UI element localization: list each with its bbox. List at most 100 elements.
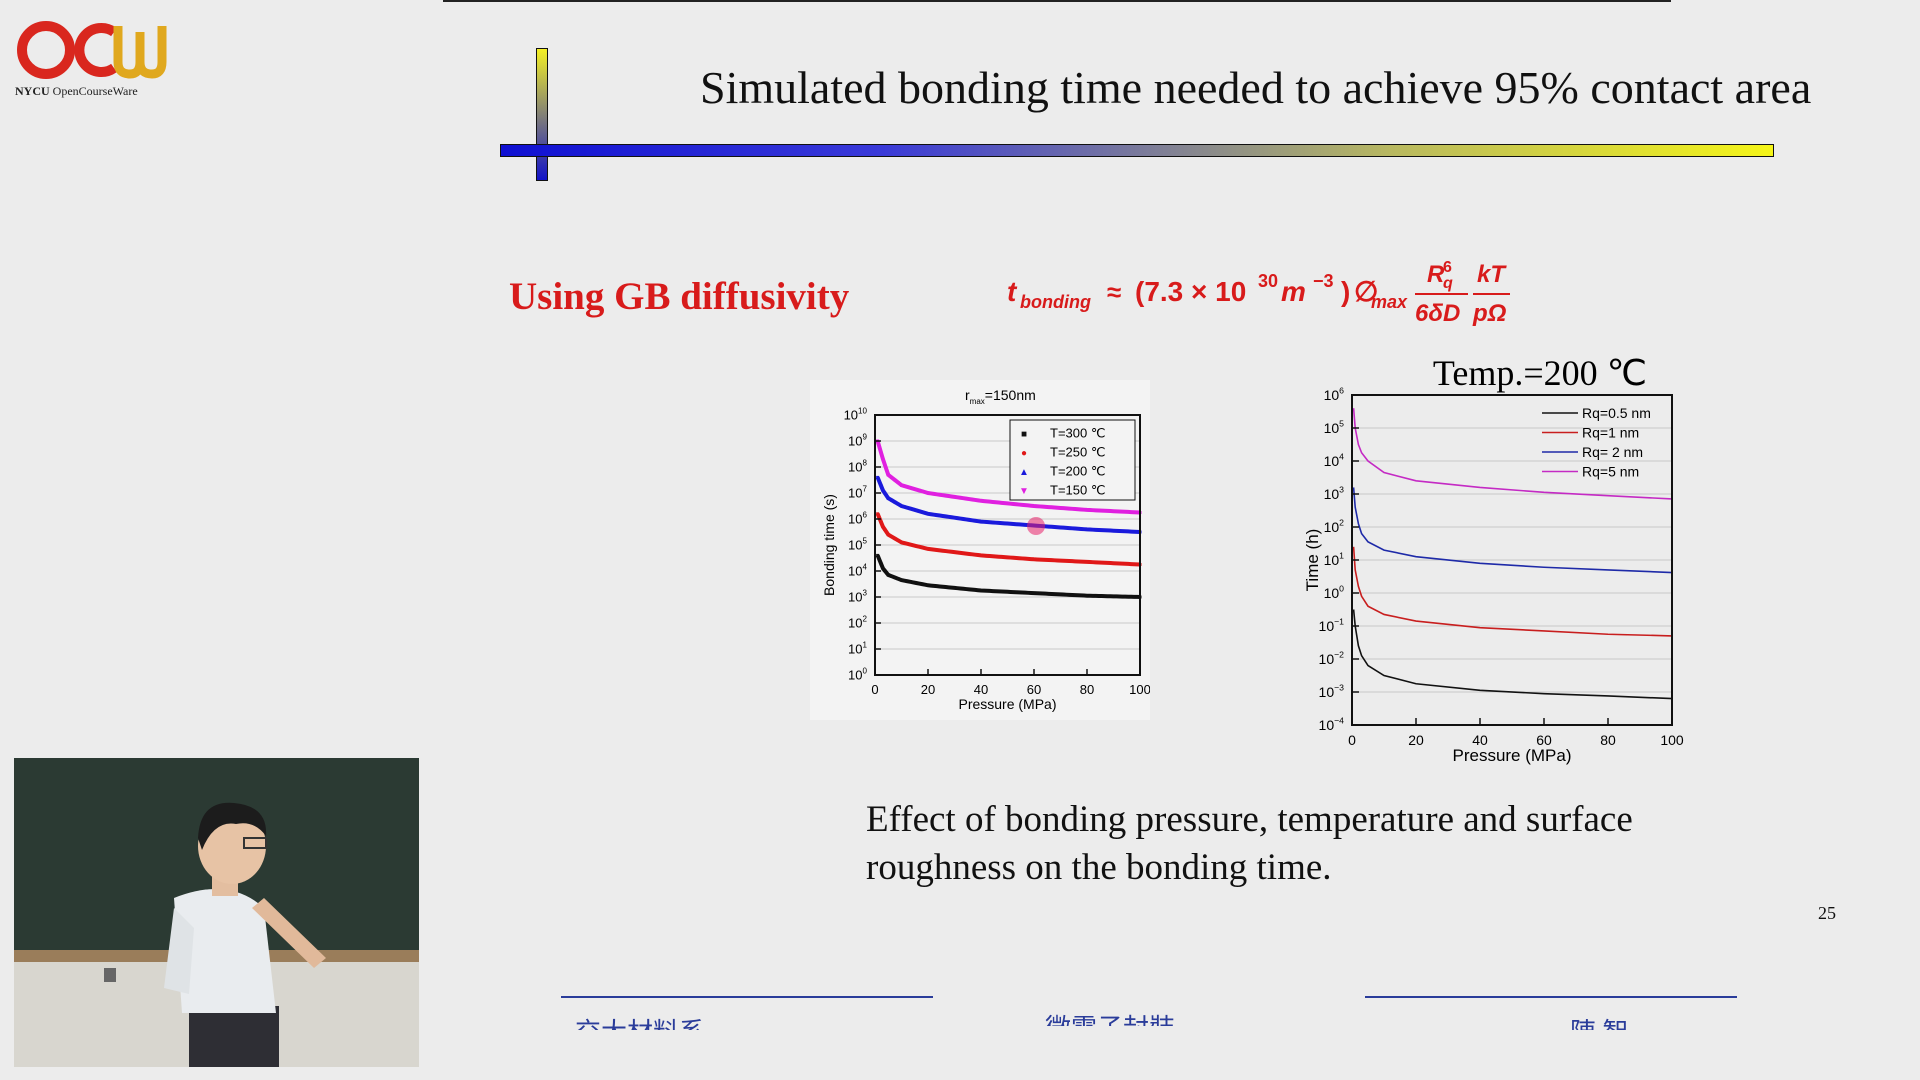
data-point [950, 586, 954, 590]
data-point [953, 495, 956, 499]
data-point [1006, 555, 1009, 559]
formula-phi-sub: max [1371, 292, 1408, 312]
data-point [985, 554, 989, 558]
data-point [1097, 560, 1101, 564]
data-point [1059, 506, 1062, 510]
chart1-series [875, 439, 1142, 599]
data-point [1129, 510, 1133, 514]
series-2 [1352, 487, 1673, 574]
data-point [976, 519, 980, 523]
caption-line-1: Effect of bonding pressure, temperature … [866, 799, 1633, 840]
data-point [923, 583, 927, 587]
data-point [941, 585, 945, 589]
data-point [1079, 560, 1083, 564]
data-point [938, 493, 942, 497]
data-point [961, 587, 965, 591]
data-point [1088, 560, 1092, 564]
formula-phi: ∅ [1354, 276, 1378, 307]
data-point [961, 517, 965, 521]
data-point [1073, 559, 1077, 563]
data-point [914, 544, 918, 548]
data-point [955, 551, 959, 555]
data-point [1047, 525, 1051, 529]
data-point [1038, 591, 1042, 595]
x-tick-label: 0 [1348, 732, 1356, 748]
data-point [884, 530, 888, 534]
data-point [911, 580, 915, 584]
title-horizontal-bar [500, 144, 1774, 157]
data-point [1026, 591, 1030, 595]
data-point [947, 515, 951, 519]
data-point [1088, 508, 1092, 512]
data-point [1047, 558, 1051, 562]
y-tick-label: 101 [1324, 551, 1345, 568]
legend-label: T=150 ℃ [1050, 483, 1105, 498]
data-point [1061, 526, 1065, 530]
x-tick-label: 20 [921, 682, 935, 697]
data-point [997, 501, 1001, 505]
data-point [985, 499, 989, 503]
series-2 [875, 475, 1142, 534]
data-point [1100, 528, 1104, 532]
data-point [917, 582, 921, 586]
data-point [1076, 507, 1080, 511]
data-point [1059, 592, 1062, 596]
data-point [905, 485, 909, 489]
data-point [967, 497, 971, 501]
data-point [1112, 509, 1115, 513]
data-point [938, 548, 942, 552]
formula-frac1-num: R [1427, 261, 1445, 288]
data-point [1082, 560, 1086, 564]
data-point [923, 490, 927, 494]
data-point [1026, 503, 1030, 507]
chart2-gridlines [1352, 427, 1672, 693]
formula-frac2-den: pΩ [1472, 300, 1507, 327]
data-point [917, 509, 921, 513]
data-point [1067, 593, 1071, 597]
data-point [1085, 527, 1089, 531]
legend-marker: ■ [1021, 429, 1027, 440]
data-point [1117, 561, 1121, 565]
data-point [1126, 510, 1130, 514]
footer-rule-right [1365, 996, 1737, 998]
data-point [979, 520, 983, 524]
legend-marker: ● [1021, 448, 1027, 459]
data-point [947, 549, 951, 553]
data-point [1073, 507, 1077, 511]
data-point [944, 549, 948, 553]
data-point [1064, 593, 1068, 597]
data-point [1061, 506, 1065, 510]
data-point [908, 507, 912, 511]
data-point [1106, 594, 1110, 598]
data-point [1044, 505, 1048, 509]
data-point [883, 462, 887, 466]
y-tick-label: 104 [1324, 452, 1345, 469]
data-point [893, 500, 897, 504]
data-point [902, 505, 906, 509]
formula-coef-close: ) [1341, 276, 1350, 307]
gb-diffusivity-label: Using GB diffusivity [509, 275, 850, 318]
data-point [1000, 555, 1004, 559]
data-point [1073, 527, 1077, 531]
data-point [1132, 595, 1136, 599]
data-point [926, 491, 930, 495]
formula-frac1-num-sup: 6 [1443, 259, 1452, 276]
data-point [900, 483, 903, 487]
data-point [1008, 590, 1012, 594]
data-point [1123, 510, 1127, 514]
data-point [970, 518, 974, 522]
y-tick-label: 105 [1324, 419, 1345, 436]
data-point [883, 527, 887, 531]
x-tick-label: 100 [1660, 732, 1684, 748]
data-point [876, 512, 880, 516]
data-point [1070, 593, 1074, 597]
data-point [1094, 594, 1098, 598]
x-tick-label: 40 [974, 682, 988, 697]
data-point [976, 553, 980, 557]
data-point [944, 585, 948, 589]
data-point [911, 507, 915, 511]
data-point [1003, 501, 1007, 505]
chart2-legend: Rq=0.5 nm Rq=1 nm Rq= 2 nm Rq=5 nm [1542, 405, 1651, 479]
lecturer-video [14, 758, 419, 1067]
data-point [982, 554, 986, 558]
